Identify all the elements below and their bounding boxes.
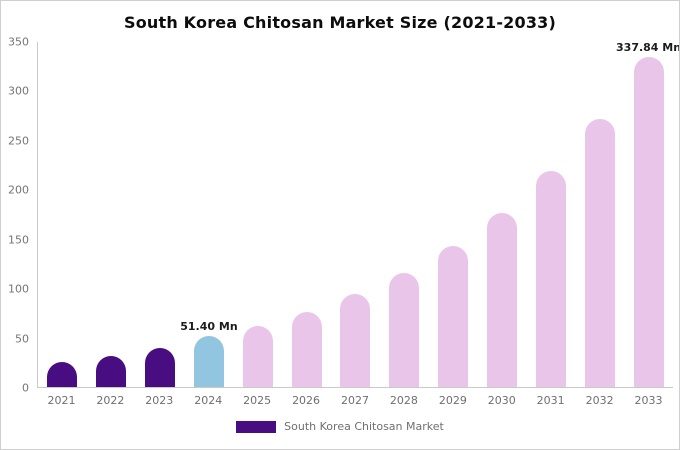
y-axis-label-150: 150 bbox=[8, 233, 29, 247]
bar-column-2029 bbox=[429, 42, 478, 387]
y-axis-label-200: 200 bbox=[8, 183, 29, 197]
legend-label: South Korea Chitosan Market bbox=[284, 420, 444, 433]
chart-title: South Korea Chitosan Market Size (2021-2… bbox=[123, 13, 557, 32]
bar-column-2027 bbox=[331, 42, 380, 387]
bar-column-2022 bbox=[87, 42, 136, 387]
x-axis-label-2026: 2026 bbox=[292, 394, 321, 407]
x-axis: 2021 2022 2023 2024 2025 2026 2027 2028 2029 2030… bbox=[37, 394, 673, 412]
bar-column-2028 bbox=[380, 42, 429, 387]
bar-column-2031 bbox=[526, 42, 575, 387]
bar-annotation-2033: 337.84 Mn bbox=[616, 41, 680, 54]
bar-annotation-2024: 51.40 Mn bbox=[180, 320, 238, 334]
y-axis-label-50: 50 bbox=[15, 332, 29, 346]
x-axis-label-2032: 2032 bbox=[585, 394, 614, 407]
bar-2023[interactable] bbox=[145, 347, 176, 387]
bar-2028[interactable] bbox=[389, 272, 420, 387]
x-axis-label-2021: 2021 bbox=[47, 394, 76, 407]
x-axis-label-2025: 2025 bbox=[243, 394, 272, 407]
bar-2025[interactable] bbox=[242, 325, 273, 387]
x-axis-label-2030: 2030 bbox=[487, 394, 516, 407]
y-axis-label-350: 350 bbox=[8, 35, 29, 49]
y-axis-label-250: 250 bbox=[8, 134, 29, 148]
x-axis-label-2031: 2031 bbox=[536, 394, 565, 407]
bar-2027[interactable] bbox=[340, 294, 371, 387]
bar-2021[interactable] bbox=[47, 362, 78, 387]
legend-swatch bbox=[236, 420, 277, 433]
y-axis: 0 50 100 150 200 250 300 350 bbox=[1, 37, 35, 394]
y-axis-label-300: 300 bbox=[8, 84, 29, 98]
x-axis-label-2023: 2023 bbox=[145, 394, 174, 407]
bar-column-2033: 337.84 Mn bbox=[616, 42, 679, 387]
chart-area: 0 50 100 150 200 250 300 350 51.40 Mn 337.84 Mn … bbox=[1, 34, 679, 414]
bar-2022[interactable] bbox=[96, 356, 127, 387]
legend: South Korea Chitosan Market bbox=[1, 420, 679, 433]
x-axis-label-2024: 2024 bbox=[194, 394, 223, 407]
bar-column-2025 bbox=[233, 42, 282, 387]
bar-2032[interactable] bbox=[584, 118, 615, 387]
bar-column-2026 bbox=[282, 42, 331, 387]
x-axis-label-2033: 2033 bbox=[634, 394, 663, 407]
bar-column-2024: 51.40 Mn bbox=[180, 42, 238, 387]
y-axis-label-100: 100 bbox=[8, 282, 29, 296]
bar-2033[interactable] bbox=[633, 57, 664, 387]
x-axis-label-2027: 2027 bbox=[340, 394, 369, 407]
x-axis-label-2029: 2029 bbox=[438, 394, 467, 407]
bar-2030[interactable] bbox=[487, 212, 518, 387]
bar-column-2021 bbox=[38, 42, 87, 387]
x-axis-label-2028: 2028 bbox=[389, 394, 418, 407]
bar-column-2032 bbox=[575, 42, 624, 387]
bar-2029[interactable] bbox=[438, 246, 469, 387]
x-axis-label-2022: 2022 bbox=[96, 394, 125, 407]
bar-2026[interactable] bbox=[291, 312, 322, 387]
bar-2031[interactable] bbox=[535, 171, 566, 387]
plot-area: 51.40 Mn 337.84 Mn bbox=[37, 42, 679, 388]
bars-container: 51.40 Mn 337.84 Mn bbox=[38, 42, 679, 387]
bar-column-2030 bbox=[478, 42, 527, 387]
y-axis-label-0: 0 bbox=[22, 381, 29, 395]
bar-column-2023 bbox=[136, 42, 185, 387]
bar-2024[interactable] bbox=[193, 336, 224, 387]
